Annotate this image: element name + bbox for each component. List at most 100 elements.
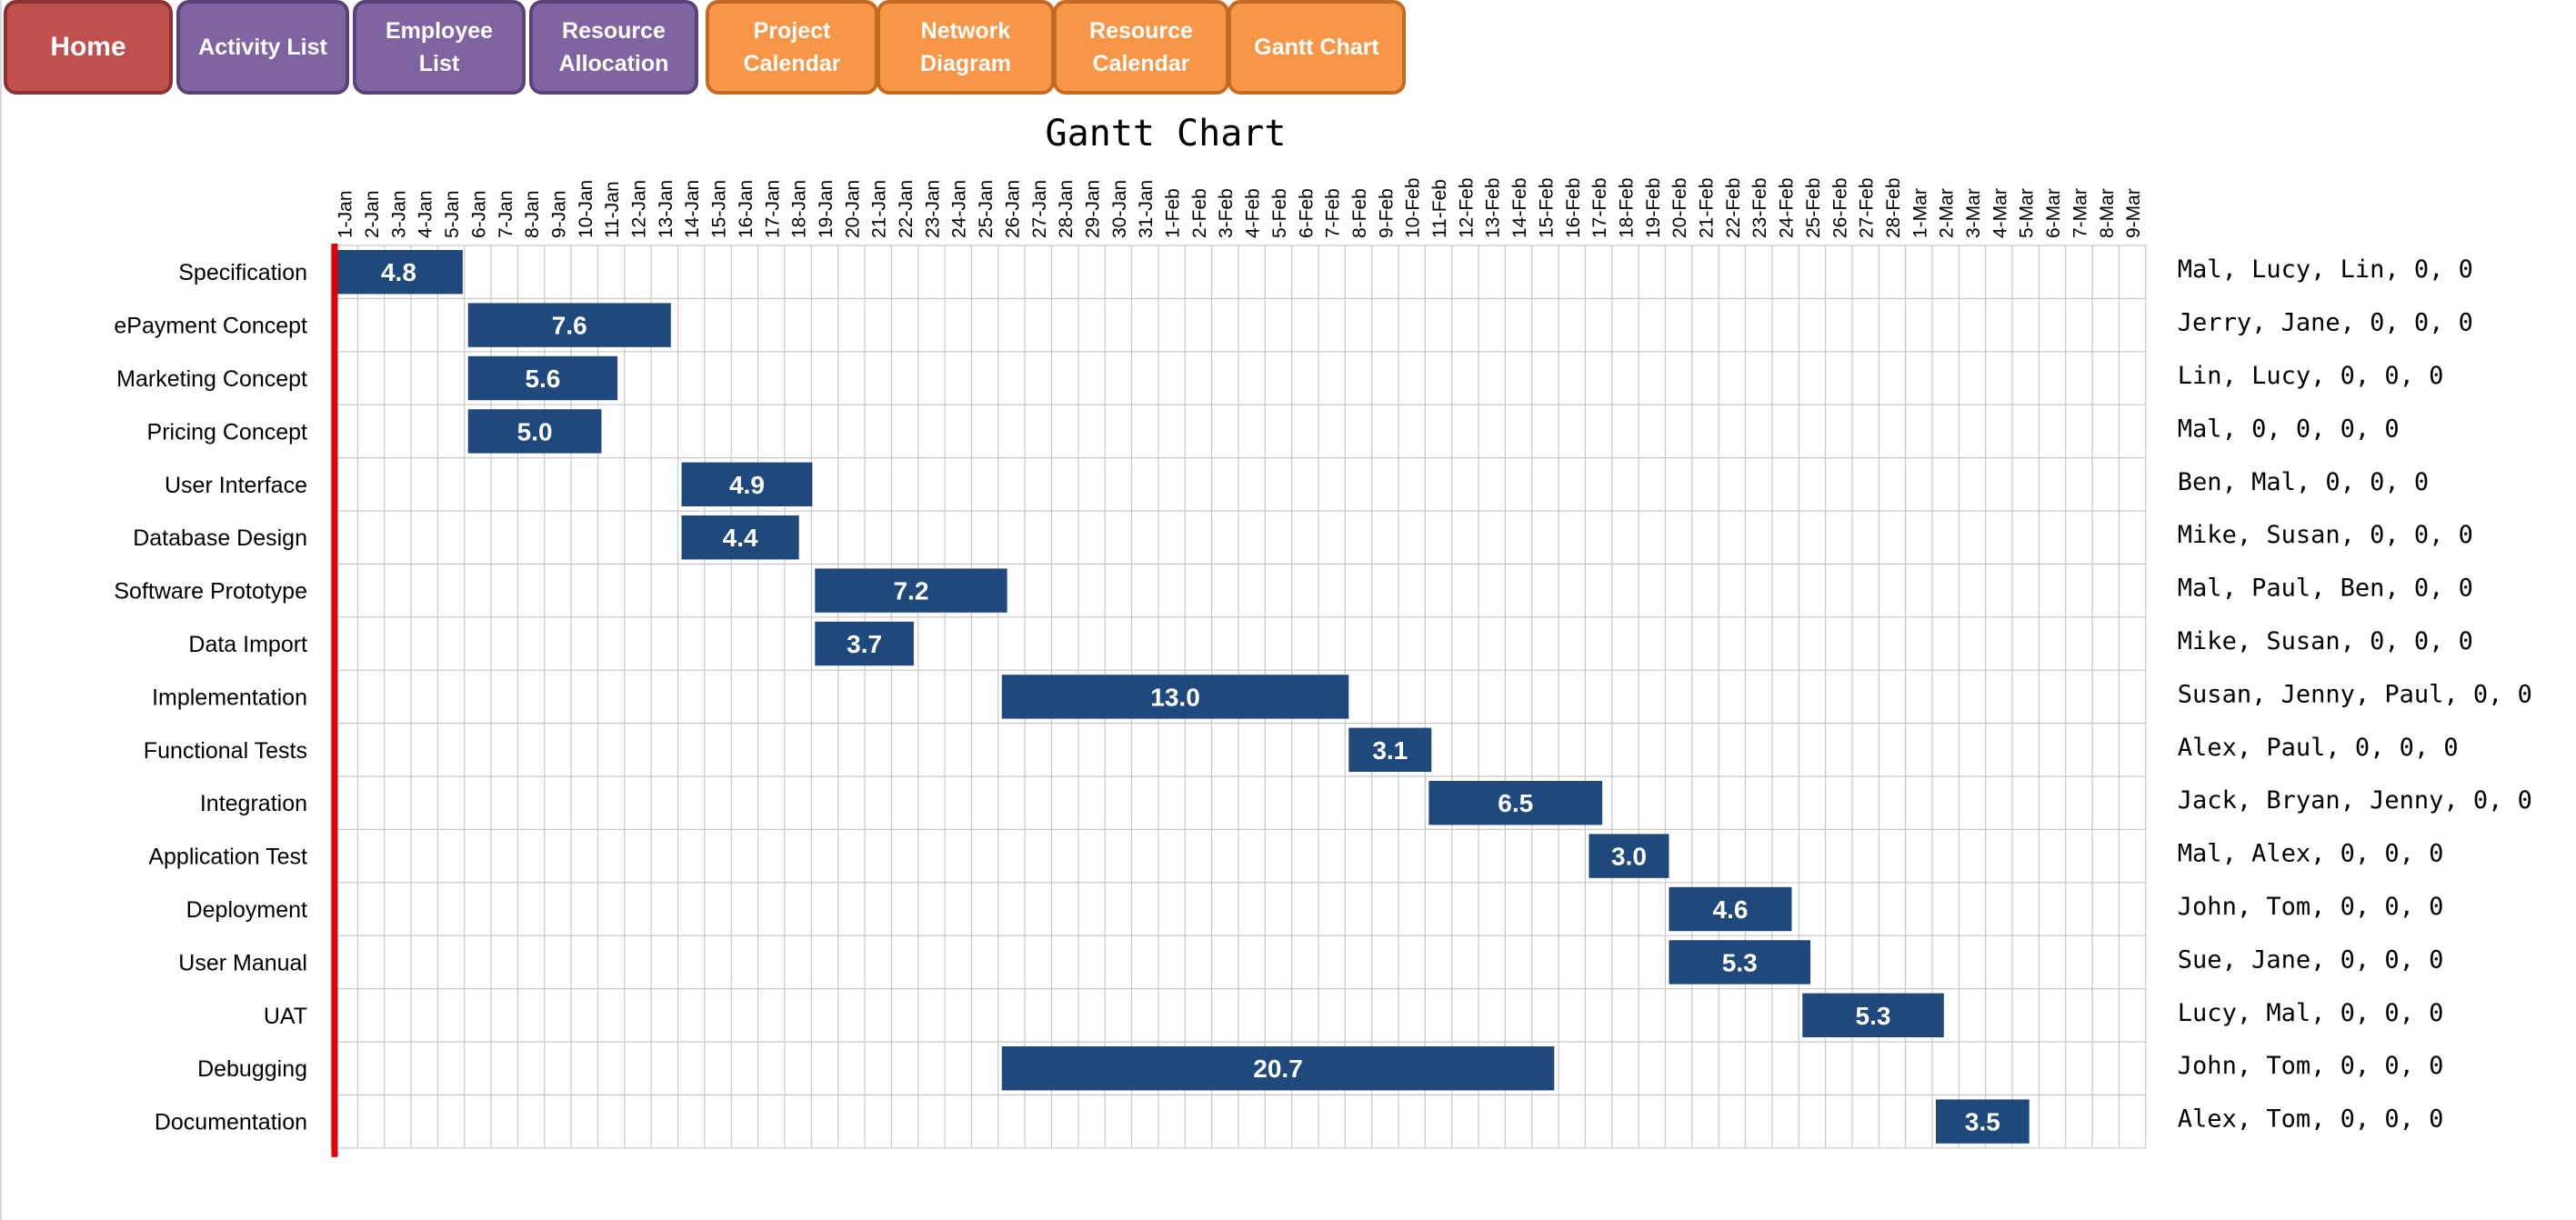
x-tick-label: 18-Feb	[1616, 177, 1637, 238]
x-tick-label: 7-Mar	[2070, 188, 2090, 238]
x-tick-label: 18-Jan	[789, 180, 810, 238]
task-bar: 5.6	[467, 355, 618, 401]
resource-label: Sue, Jane, 0, 0, 0	[2178, 945, 2444, 974]
task-bar: 4.4	[681, 515, 799, 560]
x-tick-label: 9-Feb	[1376, 188, 1397, 238]
employee-list-button[interactable]: Employee List	[353, 0, 526, 95]
task-label: Debugging	[197, 1056, 307, 1082]
x-tick-label: 26-Jan	[1002, 180, 1023, 238]
x-tick-label: 16-Jan	[736, 180, 757, 238]
bar-duration-label: 3.1	[1372, 736, 1408, 765]
x-tick-label: 2-Jan	[362, 190, 383, 238]
x-tick-label: 12-Jan	[629, 180, 650, 238]
x-tick-label: 20-Jan	[842, 180, 863, 238]
task-label: Application Test	[148, 845, 307, 870]
bar-rect	[815, 568, 1007, 613]
task-bar: 5.0	[467, 409, 602, 454]
task-label: Marketing Concept	[116, 366, 307, 392]
bar-rect	[1669, 940, 1811, 985]
task-label: User Interface	[165, 473, 307, 498]
bar-duration-label: 5.3	[1856, 1002, 1891, 1030]
resource-label: Alex, Paul, 0, 0, 0	[2178, 734, 2459, 762]
x-tick-label: 31-Jan	[1136, 180, 1157, 238]
x-tick-label: 25-Feb	[1803, 177, 1824, 238]
bar-duration-label: 4.6	[1713, 895, 1749, 924]
bar-rect	[1428, 781, 1603, 825]
bar-rect	[467, 303, 671, 347]
bar-duration-label: 20.7	[1253, 1055, 1303, 1083]
task-bar: 3.1	[1348, 727, 1432, 772]
bar-duration-label: 4.4	[723, 524, 758, 552]
x-tick-label: 1-Jan	[336, 190, 356, 238]
task-bar: 5.3	[1802, 993, 1944, 1037]
x-tick-label: 6-Feb	[1296, 188, 1317, 238]
resource-allocation-button[interactable]: Resource Allocation	[529, 0, 698, 95]
x-tick-label: 8-Jan	[522, 190, 543, 238]
x-tick-label: 2-Feb	[1189, 188, 1210, 238]
x-tick-label: 25-Jan	[976, 180, 997, 238]
x-tick-label: 1-Mar	[1909, 188, 1930, 238]
task-bar: 3.7	[815, 621, 914, 666]
bar-duration-label: 3.7	[847, 630, 882, 658]
x-tick-label: 24-Jan	[949, 180, 970, 238]
bar-rect	[681, 515, 799, 560]
task-bar: 3.5	[1936, 1099, 2030, 1144]
x-tick-label: 3-Feb	[1216, 188, 1237, 238]
bar-rect	[1001, 675, 1349, 719]
x-tick-label: 15-Jan	[709, 180, 730, 238]
task-label: Integration	[200, 791, 307, 816]
task-bar: 7.6	[467, 303, 671, 347]
resource-label: Susan, Jenny, Paul, 0, 0	[2178, 680, 2532, 708]
task-bar: 3.0	[1589, 834, 1669, 878]
task-label: Data Import	[188, 632, 307, 657]
resource-label: Mike, Susan, 0, 0, 0	[2178, 627, 2473, 655]
x-tick-label: 10-Feb	[1403, 177, 1424, 238]
x-tick-label: 12-Feb	[1456, 177, 1477, 238]
task-label: User Manual	[178, 950, 307, 975]
resource-label: Jerry, Jane, 0, 0, 0	[2178, 309, 2473, 337]
x-tick-label: 9-Jan	[548, 190, 569, 238]
task-bar: 5.3	[1669, 940, 1811, 985]
bar-rect	[815, 621, 914, 666]
activity-list-button[interactable]: Activity List	[176, 0, 349, 95]
bar-duration-label: 5.6	[525, 365, 560, 393]
x-tick-label: 24-Feb	[1777, 177, 1798, 238]
resource-label: Lin, Lucy, 0, 0, 0	[2178, 362, 2444, 390]
x-tick-label: 2-Mar	[1937, 188, 1958, 238]
x-tick-label: 26-Feb	[1829, 177, 1850, 238]
x-tick-label: 17-Feb	[1589, 177, 1610, 238]
x-tick-label: 29-Jan	[1082, 180, 1103, 238]
network-diagram-button[interactable]: Network Diagram	[877, 0, 1055, 95]
task-label: UAT	[264, 1004, 307, 1029]
x-tick-label: 8-Feb	[1349, 188, 1370, 238]
x-tick-label: 5-Mar	[2017, 188, 2038, 238]
home-button[interactable]: Home	[4, 0, 173, 95]
resource-label: Jack, Bryan, Jenny, 0, 0	[2178, 786, 2532, 815]
bar-duration-label: 3.5	[1965, 1108, 2000, 1136]
bar-duration-label: 4.8	[381, 258, 416, 286]
x-tick-label: 16-Feb	[1563, 177, 1584, 238]
left-border	[0, 0, 2, 1220]
x-tick-label: 22-Feb	[1723, 177, 1744, 238]
x-tick-label: 5-Feb	[1269, 188, 1290, 238]
x-tick-label: 7-Feb	[1323, 188, 1344, 238]
bar-rect	[1669, 886, 1792, 932]
bar-rect	[1802, 993, 1944, 1037]
gantt-chart-button[interactable]: Gantt Chart	[1228, 0, 1406, 95]
x-tick-label: 9-Mar	[2123, 188, 2144, 238]
x-tick-label: 21-Jan	[869, 180, 890, 238]
project-calendar-button[interactable]: Project Calendar	[706, 0, 878, 95]
task-bar: 4.9	[681, 462, 813, 506]
resource-label: Lucy, Mal, 0, 0, 0	[2178, 999, 2444, 1027]
resource-calendar-button[interactable]: Resource Calendar	[1053, 0, 1229, 95]
x-tick-label: 23-Feb	[1749, 177, 1770, 238]
x-tick-label: 21-Feb	[1697, 177, 1718, 238]
resource-label: John, Tom, 0, 0, 0	[2178, 893, 2444, 921]
bar-duration-label: 13.0	[1150, 683, 1200, 711]
x-tick-label: 28-Feb	[1883, 177, 1904, 238]
bar-rect	[467, 409, 602, 454]
x-tick-label: 8-Mar	[2097, 188, 2118, 238]
task-label: Documentation	[155, 1110, 307, 1135]
x-tick-label: 20-Feb	[1669, 177, 1690, 238]
